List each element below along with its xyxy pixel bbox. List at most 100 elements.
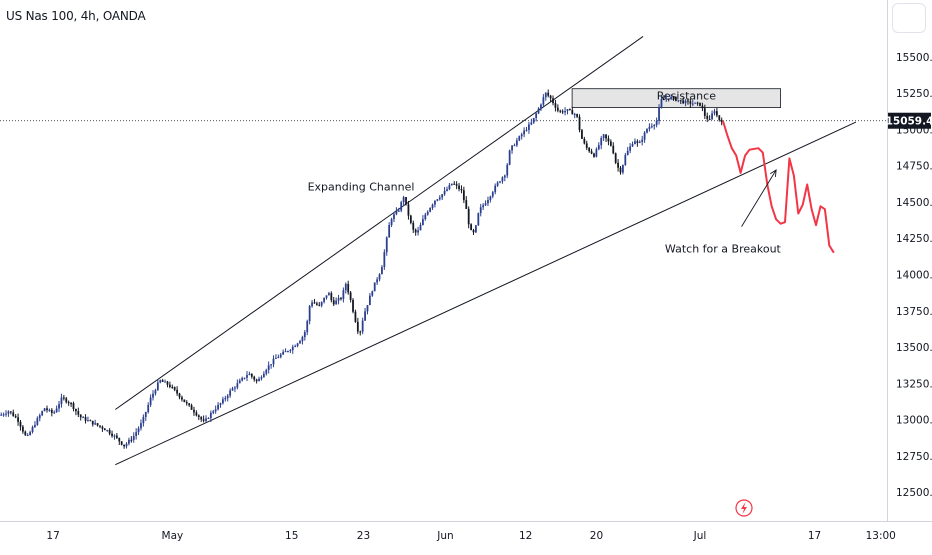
candle-body xyxy=(26,434,29,436)
candle-body xyxy=(41,411,44,416)
candle-body xyxy=(217,404,219,410)
candle-body xyxy=(173,387,176,390)
candle-body xyxy=(209,412,212,419)
candle-body xyxy=(583,138,586,144)
chart-settings-button[interactable] xyxy=(892,3,926,33)
candle-body xyxy=(330,293,333,301)
candle-body xyxy=(438,197,441,200)
candle-body xyxy=(390,219,393,226)
candle-body xyxy=(513,145,516,147)
price-tick-label: 14750.0 xyxy=(896,161,932,173)
candle-body xyxy=(417,230,419,233)
candle-body xyxy=(320,301,323,306)
candle-body xyxy=(479,207,482,214)
candle-body xyxy=(137,428,140,433)
candle-body xyxy=(36,418,39,425)
candle-body xyxy=(31,426,34,433)
candle-body xyxy=(593,153,595,157)
price-tick-label: 14250.0 xyxy=(896,233,932,245)
candle-body xyxy=(224,398,227,400)
candle-body xyxy=(552,98,554,104)
candle-body xyxy=(675,97,677,101)
candle-body xyxy=(176,389,179,394)
candle-body xyxy=(489,196,492,201)
candle-body xyxy=(629,146,632,151)
candle-body xyxy=(448,185,451,190)
time-tick-label: 13:00 xyxy=(866,530,896,542)
candle-body xyxy=(48,409,51,411)
candle-body xyxy=(132,435,135,440)
candle-body xyxy=(578,116,581,131)
candle-body xyxy=(318,304,321,306)
candle-body xyxy=(75,408,77,412)
candle-body xyxy=(29,432,32,435)
candle-body xyxy=(503,175,506,178)
candle-body xyxy=(648,126,651,130)
candle-body xyxy=(554,103,557,108)
candle-body xyxy=(487,200,489,204)
candle-body xyxy=(135,432,138,436)
candle-body xyxy=(152,393,154,398)
last-price-tag xyxy=(888,112,931,129)
candle-body xyxy=(101,426,104,429)
candle-body xyxy=(149,397,152,405)
time-tick-label: 17 xyxy=(46,530,59,542)
candle-body xyxy=(556,107,559,111)
candle-body xyxy=(634,141,636,145)
candle-body xyxy=(366,305,369,312)
candle-body xyxy=(0,414,3,416)
candle-body xyxy=(626,150,629,156)
candle-body xyxy=(655,120,658,126)
candle-body xyxy=(84,417,87,421)
candle-body xyxy=(371,291,374,296)
candle-body xyxy=(400,202,403,211)
time-tick-label: 17 xyxy=(808,530,821,542)
candle-body xyxy=(672,97,675,99)
candle-body xyxy=(597,145,600,150)
candle-body xyxy=(354,311,357,322)
projected-path xyxy=(721,120,835,254)
candle-body xyxy=(581,130,583,139)
candle-body xyxy=(535,113,538,118)
candle-body xyxy=(643,132,646,140)
candle-body xyxy=(699,102,701,106)
candle-body xyxy=(159,380,162,383)
candle-body xyxy=(573,114,576,116)
candle-body xyxy=(202,419,205,421)
price-axis[interactable]: 15500.015250.015000.014750.014500.014250… xyxy=(886,52,932,499)
candle-body xyxy=(311,302,313,307)
candle-body xyxy=(708,119,711,121)
candle-body xyxy=(482,205,485,208)
candle-body xyxy=(77,411,80,415)
candle-body xyxy=(205,418,207,421)
candle-body xyxy=(547,92,550,96)
candle-body xyxy=(470,224,472,231)
candle-body xyxy=(58,404,60,409)
candle-body xyxy=(243,377,246,379)
candle-body xyxy=(595,149,598,157)
candle-body xyxy=(12,412,15,417)
candle-body xyxy=(720,119,723,122)
breakout-arrow-line xyxy=(741,169,777,227)
candle-body xyxy=(434,200,436,205)
candle-body xyxy=(508,150,511,165)
candle-body xyxy=(376,279,379,283)
channel-upper-line xyxy=(115,36,644,410)
candle-body xyxy=(667,98,670,100)
candle-body xyxy=(183,399,186,403)
candle-body xyxy=(458,185,460,189)
time-axis[interactable]: 17 May 15 23 Jun 12 20 Jul 17 13:00 xyxy=(46,530,895,542)
candle-body xyxy=(660,99,663,108)
candle-body xyxy=(715,111,718,116)
breakout-arrow-head xyxy=(769,169,777,178)
candle-body xyxy=(262,373,265,378)
candle-body xyxy=(248,373,251,376)
candle-body xyxy=(491,192,494,197)
candle-body xyxy=(359,331,362,333)
candle-body xyxy=(279,354,282,358)
annotations: Expanding Channel Watch for a Breakout xyxy=(308,169,782,517)
candle-body xyxy=(111,433,113,436)
candle-body xyxy=(436,199,439,201)
